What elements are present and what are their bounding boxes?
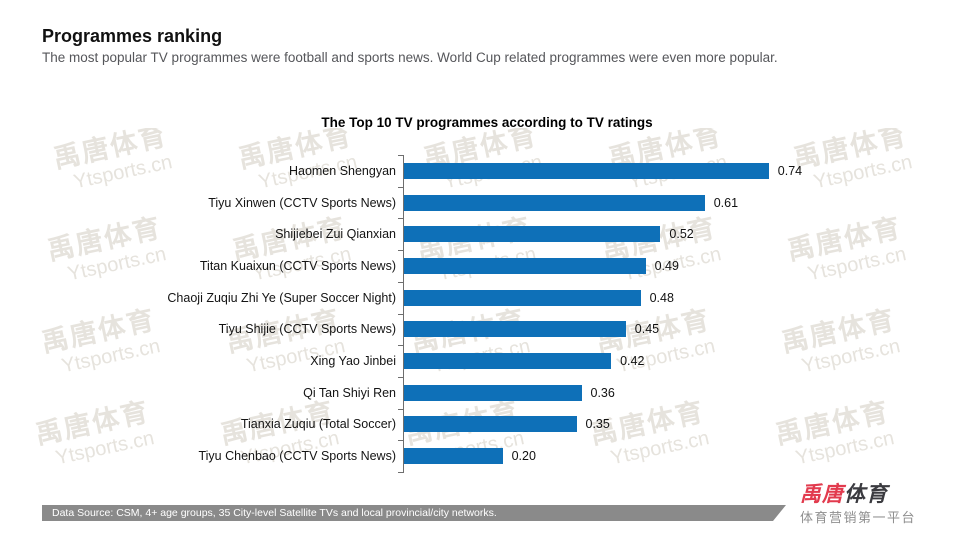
data-source-bar: Data Source: CSM, 4+ age groups, 35 City…	[42, 505, 786, 521]
category-label: Tiyu Xinwen (CCTV Sports News)	[208, 195, 396, 210]
bar	[404, 257, 646, 274]
value-label: 0.61	[713, 195, 739, 210]
category-label: Tiyu Chenbao (CCTV Sports News)	[198, 449, 396, 464]
chart-title: The Top 10 TV programmes according to TV…	[321, 115, 653, 130]
bar	[404, 384, 582, 401]
bar	[404, 321, 626, 338]
axis-tick	[398, 376, 403, 378]
bar	[404, 448, 503, 465]
axis-tick	[398, 250, 403, 252]
bar	[404, 352, 612, 369]
bar	[404, 194, 705, 211]
category-label: Chaoji Zuqiu Zhi Ye (Super Soccer Night)	[167, 290, 396, 305]
bar-row: Titan Kuaixun (CCTV Sports News) 0.49	[30, 250, 940, 282]
bar-row: Chaoji Zuqiu Zhi Ye (Super Soccer Night)…	[30, 282, 940, 314]
value-label: 0.42	[620, 353, 645, 368]
axis-tick	[398, 218, 403, 220]
value-label: 0.20	[511, 449, 536, 464]
bar	[404, 162, 769, 179]
bar-row: Qi Tan Shiyi Ren 0.36	[30, 377, 940, 409]
logo-tagline: 体育营销第一平台	[800, 510, 917, 526]
axis-tick	[398, 440, 403, 442]
data-source-text: Data Source: CSM, 4+ age groups, 35 City…	[52, 507, 497, 519]
category-label: Tiyu Shijie (CCTV Sports News)	[218, 322, 396, 337]
axis-tick	[398, 186, 403, 188]
category-label: Shijiebei Zui Qianxian	[275, 227, 396, 242]
value-label: 0.36	[590, 385, 615, 400]
value-label: 0.74	[777, 163, 803, 178]
category-label: Haomen Shengyan	[288, 163, 396, 178]
page-title: Programmes ranking	[42, 26, 223, 46]
value-label: 0.35	[585, 417, 610, 432]
bar-row: Tianxia Zuqiu (Total Soccer) 0.35	[30, 409, 940, 441]
axis-tick	[398, 345, 403, 347]
logo-brand-red: 禹唐	[800, 483, 844, 506]
axis-tick	[398, 472, 403, 473]
ytsports-logo: 禹唐体育 体育营销第一平台	[800, 483, 916, 526]
bar	[404, 289, 641, 306]
axis-tick	[398, 155, 403, 156]
category-label: Xing Yao Jinbei	[310, 353, 396, 368]
value-label: 0.45	[634, 322, 660, 337]
bar-row: Xing Yao Jinbei 0.42	[30, 345, 940, 377]
bar-row: Tiyu Xinwen (CCTV Sports News) 0.61	[30, 187, 940, 219]
category-label: Tianxia Zuqiu (Total Soccer)	[240, 417, 396, 432]
bar-row: Tiyu Shijie (CCTV Sports News) 0.45	[30, 313, 940, 345]
category-axis-line	[403, 155, 404, 473]
category-label: Qi Tan Shiyi Ren	[303, 385, 396, 400]
page-subtitle: The most popular TV programmes were foot…	[42, 50, 778, 65]
bar	[404, 226, 661, 243]
axis-tick	[398, 281, 403, 283]
value-label: 0.52	[669, 227, 694, 242]
axis-tick	[398, 408, 403, 410]
value-label: 0.49	[654, 258, 679, 273]
logo-brand: 禹唐体育	[800, 483, 916, 506]
bar-row: Shijiebei Zui Qianxian 0.52	[30, 218, 940, 250]
category-label: Titan Kuaixun (CCTV Sports News)	[199, 258, 396, 273]
value-label: 0.48	[649, 290, 674, 305]
bar	[404, 416, 577, 433]
plot-rows: Haomen Shengyan 0.74 Tiyu Xinwen (CCTV Spo…	[30, 155, 940, 472]
bar-row: Haomen Shengyan 0.74	[30, 155, 940, 187]
logo-brand-dark: 体育	[844, 483, 888, 506]
axis-tick	[398, 313, 403, 315]
bar-row: Tiyu Chenbao (CCTV Sports News) 0.20	[30, 440, 940, 472]
